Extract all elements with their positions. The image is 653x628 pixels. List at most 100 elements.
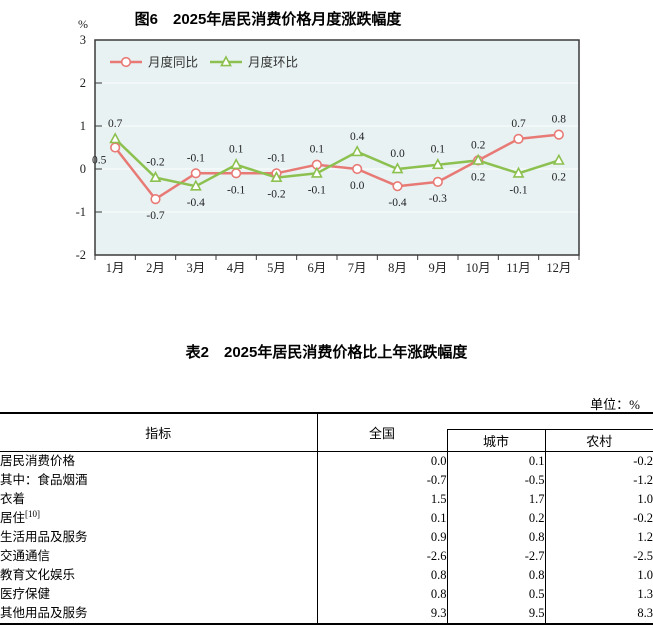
national-value-cell: 0.8 bbox=[317, 585, 448, 604]
unit-label: 单位：% bbox=[590, 397, 640, 412]
data-label: -0.2 bbox=[146, 157, 164, 169]
yoy-marker-icon bbox=[190, 168, 201, 179]
y-axis-unit-label: % bbox=[78, 17, 88, 31]
rural-value-cell: -0.2 bbox=[633, 454, 653, 468]
mom-marker-icon bbox=[149, 170, 162, 182]
urban-value-cell: -0.5 bbox=[447, 471, 546, 490]
mom-marker-icon bbox=[230, 158, 243, 170]
urban-value-cell: 0.8 bbox=[447, 528, 546, 547]
rural-value-cell: 1.2 bbox=[637, 530, 653, 544]
data-label: 0.0 bbox=[350, 180, 365, 192]
indicator-cell: 其他用品及服务 bbox=[0, 604, 318, 624]
x-tick-label: 10月 bbox=[466, 261, 491, 275]
urban-value-cell: 0.5 bbox=[447, 585, 546, 604]
indicator-cell: 医疗保健 bbox=[0, 585, 318, 604]
indicator-cell: 生活用品及服务 bbox=[0, 528, 318, 547]
national-value-cell: 9.3 bbox=[317, 604, 448, 624]
x-tick-label: 9月 bbox=[428, 261, 447, 275]
data-label: 0.7 bbox=[511, 118, 526, 130]
data-label: 0.1 bbox=[431, 144, 446, 156]
urban-value-cell: 9.5 bbox=[447, 604, 546, 624]
urban-value-cell: 0.1 bbox=[447, 451, 546, 471]
data-label: 0.2 bbox=[471, 171, 486, 183]
indicator-cell: 衣着 bbox=[0, 490, 318, 509]
data-label: 0.2 bbox=[552, 171, 567, 183]
x-tick-label: 3月 bbox=[186, 261, 205, 275]
national-value-cell: 0.9 bbox=[317, 528, 448, 547]
x-tick-label: 1月 bbox=[106, 261, 125, 275]
urban-value-cell: 0.2 bbox=[447, 509, 546, 528]
indicator-cell: 教育文化娱乐 bbox=[0, 566, 318, 585]
mom-marker-icon bbox=[431, 158, 444, 170]
rural-value-cell: 8.3 bbox=[637, 606, 653, 620]
legend-label: 月度同比 bbox=[148, 55, 198, 70]
yoy-marker-icon bbox=[110, 142, 121, 153]
table-row: 衣着 1.5 1.7 1.0 bbox=[0, 490, 653, 509]
mom-marker-icon bbox=[189, 179, 202, 191]
data-label: -0.4 bbox=[388, 197, 406, 209]
mom-marker-icon bbox=[512, 166, 525, 178]
table-row: 居住[10] 0.1 0.2 -0.2 bbox=[0, 509, 653, 528]
mom-marker-icon bbox=[109, 132, 122, 144]
data-label: 0.8 bbox=[552, 114, 567, 126]
data-label: -0.2 bbox=[267, 189, 285, 201]
y-tick-label: 2 bbox=[80, 76, 86, 90]
legend-mom-marker-icon bbox=[220, 55, 232, 67]
table-row: 生活用品及服务 0.9 0.8 1.2 bbox=[0, 528, 653, 547]
data-label: -0.1 bbox=[267, 152, 285, 164]
national-value-cell: 1.5 bbox=[317, 490, 448, 509]
chart-title: 图6 2025年居民消费价格月度涨跌幅度 bbox=[134, 11, 402, 28]
yoy-marker-icon bbox=[513, 133, 524, 144]
y-tick-label: -2 bbox=[76, 248, 86, 262]
mom-marker-icon bbox=[472, 153, 485, 165]
legend-label: 月度环比 bbox=[248, 55, 298, 70]
national-value-cell: -2.6 bbox=[317, 547, 448, 566]
data-label: -0.1 bbox=[227, 184, 245, 196]
data-label: -0.4 bbox=[187, 197, 205, 209]
data-label: 0.1 bbox=[229, 144, 244, 156]
national-value-cell: 0.8 bbox=[317, 566, 448, 585]
national-value-cell: -0.7 bbox=[317, 471, 448, 490]
yoy-marker-icon bbox=[231, 168, 242, 179]
x-tick-label: 11月 bbox=[506, 261, 531, 275]
yoy-marker-icon bbox=[553, 129, 564, 140]
data-label: 0.0 bbox=[390, 148, 405, 160]
series-yoy-line bbox=[113, 133, 561, 201]
data-label: -0.1 bbox=[187, 152, 205, 164]
mom-marker-icon bbox=[391, 162, 404, 174]
rural-value-cell: -0.2 bbox=[633, 511, 653, 525]
data-label: 0.2 bbox=[471, 139, 486, 151]
data-label: 0.5 bbox=[92, 155, 107, 167]
cpi-monthly-line-chart: -2 -1 0 1 2 3% 1月 2月 3月 4月 5月 6月 7月 8月 9月 10月 11月 12月 月度同比… bbox=[0, 0, 653, 300]
data-label: -0.1 bbox=[509, 184, 527, 196]
urban-value-cell: 0.8 bbox=[447, 566, 546, 585]
indicator-cell: 其中：食品烟酒 bbox=[0, 471, 318, 490]
table-header: 指标 全国 城市 农村 bbox=[0, 413, 653, 452]
x-tick-label: 4月 bbox=[227, 261, 246, 275]
chart-canvas: -2 -1 0 1 2 3% 1月 2月 3月 4月 5月 6月 7月 8月 9月 10月 11月 12月 月度同比… bbox=[76, 17, 580, 275]
data-label: 0.1 bbox=[310, 144, 325, 156]
col-header-rural: 农村 bbox=[544, 429, 653, 452]
data-label: -0.7 bbox=[146, 210, 164, 222]
table-row: 教育文化娱乐 0.8 0.8 1.0 bbox=[0, 566, 653, 585]
yoy-marker-icon bbox=[432, 176, 443, 187]
footnote-ref: [10] bbox=[25, 509, 41, 519]
data-label: 0.7 bbox=[108, 118, 123, 130]
mom-marker-icon bbox=[310, 166, 323, 178]
x-tick-label: 2月 bbox=[146, 261, 165, 275]
table-row: 交通通信 -2.6 -2.7 -2.5 bbox=[0, 547, 653, 566]
col-header-urban: 城市 bbox=[446, 429, 545, 452]
series-mom-line bbox=[113, 137, 561, 188]
col-header-national: 全国 bbox=[317, 413, 447, 452]
data-label: 0.4 bbox=[350, 131, 365, 143]
rural-value-cell: 1.3 bbox=[637, 587, 653, 601]
table-row: 其他用品及服务 9.3 9.5 8.3 bbox=[0, 604, 653, 624]
table-row: 医疗保健 0.8 0.5 1.3 bbox=[0, 585, 653, 604]
plot-area bbox=[95, 40, 579, 255]
y-tick-label: 1 bbox=[80, 119, 86, 133]
legend-yoy-marker-icon bbox=[120, 56, 132, 68]
y-tick-label: 3 bbox=[80, 33, 86, 47]
x-tick-label: 6月 bbox=[307, 261, 326, 275]
national-value-cell: 0.1 bbox=[317, 509, 448, 528]
